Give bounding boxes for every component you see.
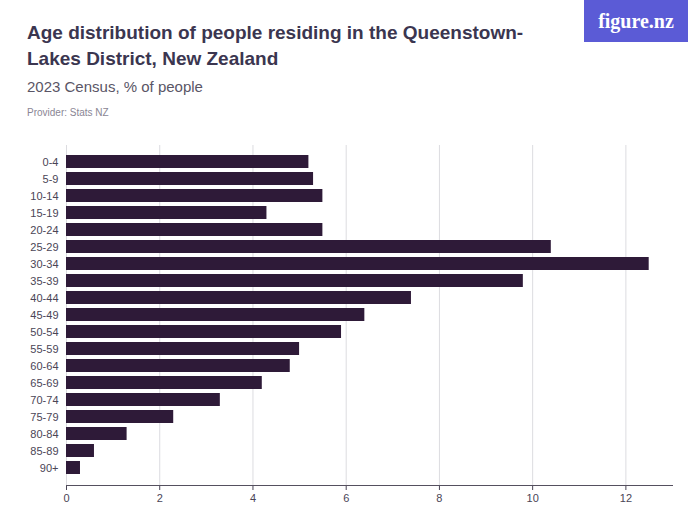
svg-text:80-84: 80-84 xyxy=(30,428,58,440)
svg-text:45-49: 45-49 xyxy=(30,309,58,321)
svg-text:4: 4 xyxy=(250,492,256,504)
svg-text:2: 2 xyxy=(157,492,163,504)
svg-text:6: 6 xyxy=(343,492,349,504)
svg-text:75-79: 75-79 xyxy=(30,411,58,423)
svg-text:90+: 90+ xyxy=(40,462,59,474)
html-text:Provider: Stats NZ: Provider: Stats NZ xyxy=(27,107,109,118)
svg-text:15-19: 15-19 xyxy=(30,207,58,219)
svg-text:20-24: 20-24 xyxy=(30,224,58,236)
html-text:figure.nz: figure.nz xyxy=(598,10,674,32)
svg-text:70-74: 70-74 xyxy=(30,394,58,406)
svg-text:85-89: 85-89 xyxy=(30,445,58,457)
svg-text:0-4: 0-4 xyxy=(43,156,59,168)
svg-text:10: 10 xyxy=(527,492,539,504)
svg-text:65-69: 65-69 xyxy=(30,377,58,389)
svg-text:25-29: 25-29 xyxy=(30,241,58,253)
svg-text:5-9: 5-9 xyxy=(43,173,59,185)
svg-text:10-14: 10-14 xyxy=(30,190,58,202)
svg-text:35-39: 35-39 xyxy=(30,275,58,287)
svg-text:12: 12 xyxy=(620,492,632,504)
svg-text:40-44: 40-44 xyxy=(30,292,58,304)
html-text:2023 Census, % of people: 2023 Census, % of people xyxy=(27,78,203,95)
svg-text:50-54: 50-54 xyxy=(30,326,58,338)
svg-text:60-64: 60-64 xyxy=(30,360,58,372)
svg-text:30-34: 30-34 xyxy=(30,258,58,270)
svg-text:0: 0 xyxy=(63,492,69,504)
svg-text:8: 8 xyxy=(436,492,442,504)
html-text:Age distribution of people res: Age distribution of people residing in t… xyxy=(27,22,524,69)
svg-text:55-59: 55-59 xyxy=(30,343,58,355)
